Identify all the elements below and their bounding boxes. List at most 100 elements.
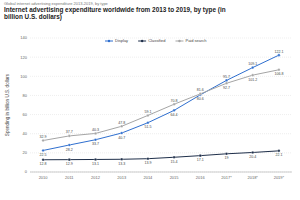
point bbox=[278, 54, 281, 57]
point bbox=[199, 94, 202, 97]
y-tick-label: 80 bbox=[23, 93, 28, 98]
point bbox=[278, 68, 281, 71]
data-label: 95.7 bbox=[223, 75, 230, 79]
x-tick-label: 2019* bbox=[274, 175, 285, 180]
point bbox=[94, 132, 97, 135]
point bbox=[68, 158, 71, 161]
point bbox=[42, 139, 45, 142]
plot-marks bbox=[42, 54, 280, 161]
grid-line bbox=[30, 114, 292, 115]
data-label: 17.1 bbox=[197, 158, 204, 162]
y-tick-label: 0 bbox=[25, 169, 28, 174]
point bbox=[42, 149, 45, 152]
x-tick-label: 2010 bbox=[39, 175, 49, 180]
point bbox=[225, 82, 228, 85]
y-tick-label: 20 bbox=[23, 150, 28, 155]
point bbox=[147, 157, 150, 160]
point bbox=[278, 150, 281, 153]
data-label: 40.7 bbox=[118, 136, 125, 140]
point bbox=[225, 79, 228, 82]
point bbox=[94, 138, 97, 141]
subtitle: Global internet advertising expenditure … bbox=[4, 1, 108, 6]
series-line bbox=[43, 70, 279, 141]
data-label: 64.4 bbox=[171, 113, 178, 117]
point bbox=[173, 109, 176, 112]
grid-line bbox=[30, 95, 292, 96]
point bbox=[68, 144, 71, 147]
data-label: 12.8 bbox=[40, 162, 47, 166]
point bbox=[225, 153, 228, 156]
point bbox=[147, 114, 150, 117]
x-tick-label: 2015 bbox=[170, 175, 180, 180]
data-label: 80.6 bbox=[197, 97, 204, 101]
point bbox=[199, 154, 202, 157]
point bbox=[120, 125, 123, 128]
y-tick-label: 40 bbox=[23, 131, 28, 136]
x-tick-label: 2017* bbox=[221, 175, 232, 180]
x-axis-line bbox=[30, 172, 292, 173]
y-tick-label: 120 bbox=[20, 55, 27, 60]
x-tick-label: 2011 bbox=[65, 175, 74, 180]
legend-line bbox=[105, 41, 113, 42]
legend-label: Classified bbox=[148, 38, 165, 43]
legend-marker bbox=[178, 40, 180, 42]
grid-line bbox=[30, 172, 292, 173]
point bbox=[120, 158, 123, 161]
data-label: 12.9 bbox=[66, 162, 73, 166]
point bbox=[68, 135, 71, 138]
point bbox=[251, 151, 254, 154]
point bbox=[173, 156, 176, 159]
data-label: 122.1 bbox=[274, 50, 283, 54]
point bbox=[251, 74, 254, 77]
data-label: 81.6 bbox=[197, 88, 204, 92]
legend-line bbox=[138, 41, 146, 42]
chart: 0 20 40 60 80 100 120 140 2010 2011 2012 2013 2014 20… bbox=[0, 0, 300, 200]
legend-label: Display bbox=[115, 38, 128, 43]
point bbox=[199, 93, 202, 96]
point bbox=[120, 132, 123, 135]
data-label: 20.4 bbox=[249, 155, 256, 159]
legend-marker bbox=[141, 40, 143, 42]
data-label: 47.8 bbox=[118, 121, 125, 125]
x-tick-label: 2016 bbox=[196, 175, 206, 180]
data-label: 37.7 bbox=[66, 130, 73, 134]
data-label: 51.5 bbox=[144, 125, 151, 129]
point bbox=[94, 158, 97, 161]
series-line bbox=[43, 55, 279, 150]
data-label: 28.2 bbox=[66, 148, 73, 152]
y-tick-label: 140 bbox=[20, 35, 27, 40]
title: Internet advertising expenditure worldwi… bbox=[4, 6, 239, 21]
data-label: 106.8 bbox=[274, 72, 283, 76]
legend-line bbox=[175, 41, 183, 42]
data-label: 40.3 bbox=[92, 128, 99, 132]
y-axis-label: Spending in billion U.S. dollars bbox=[5, 73, 10, 136]
grid-line bbox=[30, 57, 292, 58]
legend-marker bbox=[108, 40, 110, 42]
point bbox=[251, 66, 254, 69]
x-tick-label: 2012 bbox=[91, 175, 101, 180]
point bbox=[173, 103, 176, 106]
data-label: 22.1 bbox=[275, 153, 282, 157]
x-tick-label: 2013 bbox=[117, 175, 127, 180]
data-label: 92.7 bbox=[223, 86, 230, 90]
data-label: 101.2 bbox=[248, 78, 257, 82]
data-label: 13.3 bbox=[118, 162, 125, 166]
y-tick-label: 60 bbox=[23, 112, 28, 117]
y-tick-label: 100 bbox=[20, 74, 27, 79]
data-label: 13.1 bbox=[92, 162, 99, 166]
data-label: 70.8 bbox=[171, 99, 178, 103]
x-tick-label: 2014 bbox=[143, 175, 153, 180]
data-label: 22.5 bbox=[40, 153, 47, 157]
series-line bbox=[43, 151, 279, 160]
data-label: 59.1 bbox=[144, 110, 151, 114]
data-label: 15.4 bbox=[171, 160, 178, 164]
data-label: 33.7 bbox=[92, 142, 99, 146]
point bbox=[42, 158, 45, 161]
data-label: 19 bbox=[225, 156, 229, 160]
data-label: 13.9 bbox=[144, 161, 151, 165]
data-label: 109.1 bbox=[248, 62, 257, 66]
legend-label: Paid search bbox=[185, 38, 206, 43]
point bbox=[147, 121, 150, 124]
x-tick-label: 2018* bbox=[247, 175, 258, 180]
data-label: 32.9 bbox=[40, 135, 47, 139]
